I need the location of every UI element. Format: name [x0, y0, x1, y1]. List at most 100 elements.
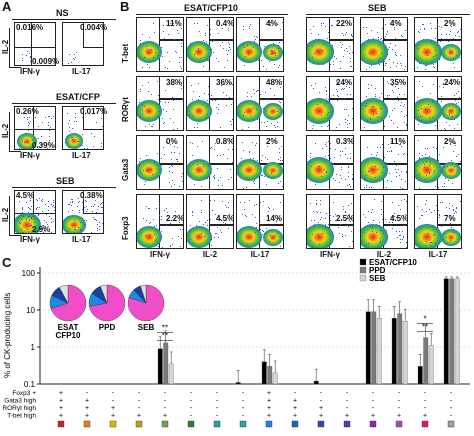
legend-swatch	[359, 274, 367, 282]
event-dot	[419, 158, 421, 160]
marker-sign: -	[346, 405, 349, 412]
event-dot	[155, 207, 157, 209]
event-dot	[257, 89, 259, 91]
event-dot	[332, 178, 334, 180]
event-dot	[177, 33, 179, 35]
event-dot	[153, 123, 155, 125]
event-dot	[37, 214, 39, 216]
event-dot	[309, 172, 311, 174]
event-dot	[218, 61, 219, 63]
quadrant-gate	[83, 191, 103, 214]
event-dot	[222, 91, 224, 93]
gate-box	[329, 195, 353, 225]
event-dot	[281, 22, 283, 24]
event-dot	[379, 63, 381, 65]
event-dot	[164, 122, 166, 124]
event-dot	[143, 57, 145, 58]
event-dot	[224, 67, 226, 69]
event-dot	[82, 145, 84, 147]
event-dot	[227, 179, 229, 181]
event-dot	[370, 118, 372, 120]
event-dot	[455, 143, 457, 145]
event-dot	[342, 233, 344, 235]
event-dot	[210, 147, 212, 149]
event-dot	[274, 53, 276, 55]
event-dot	[449, 30, 451, 32]
event-dot	[326, 37, 328, 39]
event-dot	[96, 227, 98, 229]
event-dot	[453, 63, 455, 65]
color-square	[343, 420, 351, 428]
event-dot	[175, 83, 177, 85]
event-dot	[335, 214, 336, 216]
event-dot	[99, 204, 101, 206]
event-dot	[352, 146, 353, 148]
event-dot	[374, 96, 376, 98]
event-dot	[175, 51, 177, 53]
event-dot	[418, 110, 420, 112]
event-dot	[405, 66, 407, 68]
event-dot	[396, 172, 398, 174]
event-dot	[50, 127, 52, 129]
event-dot	[163, 37, 165, 39]
event-dot	[349, 52, 351, 54]
event-dot	[258, 141, 260, 143]
event-dot	[210, 219, 212, 221]
density-cloud	[263, 228, 283, 246]
event-dot	[157, 115, 159, 117]
event-dot	[72, 198, 74, 200]
event-dot	[333, 95, 335, 97]
event-dot	[319, 91, 321, 93]
event-dot	[329, 219, 331, 221]
gate-box	[329, 136, 353, 164]
event-dot	[437, 23, 439, 25]
event-dot	[256, 227, 258, 229]
event-dot	[310, 41, 312, 43]
event-dot	[379, 241, 381, 243]
event-dot	[281, 81, 283, 83]
event-dot	[327, 155, 329, 157]
event-dot	[169, 167, 171, 168]
dot-plot-il2-il17	[62, 106, 104, 150]
event-dot	[139, 101, 141, 103]
event-dot	[344, 109, 346, 111]
event-dot	[30, 224, 32, 226]
event-dot	[219, 177, 221, 179]
event-dot	[213, 176, 215, 178]
event-dot	[387, 31, 389, 33]
event-dot	[418, 157, 420, 159]
event-dot	[309, 152, 311, 154]
marker-sign: +	[345, 413, 349, 420]
event-dot	[166, 212, 168, 214]
event-dot	[389, 151, 391, 153]
event-dot	[254, 38, 256, 40]
event-dot	[274, 124, 276, 126]
event-dot	[228, 202, 230, 204]
event-dot	[242, 28, 244, 30]
marker-sign: -	[190, 405, 193, 412]
event-dot	[151, 173, 153, 175]
event-dot	[342, 44, 344, 46]
event-dot	[246, 243, 248, 245]
event-dot	[161, 165, 163, 167]
event-dot	[266, 125, 268, 127]
event-dot	[241, 142, 243, 144]
event-dot	[371, 187, 373, 189]
event-dot	[262, 175, 264, 177]
event-dot	[240, 202, 242, 204]
event-dot	[435, 28, 436, 30]
event-dot	[93, 218, 95, 220]
event-dot	[44, 230, 46, 232]
event-dot	[262, 200, 264, 202]
bar-esatcfp10	[157, 348, 163, 385]
event-dot	[155, 208, 157, 210]
event-dot	[80, 144, 82, 146]
event-dot	[190, 113, 192, 115]
event-dot	[74, 221, 76, 223]
event-dot	[277, 24, 279, 26]
event-dot	[389, 115, 391, 117]
event-dot	[173, 184, 175, 186]
event-dot	[381, 230, 383, 232]
event-dot	[376, 113, 378, 115]
event-dot	[71, 209, 73, 211]
